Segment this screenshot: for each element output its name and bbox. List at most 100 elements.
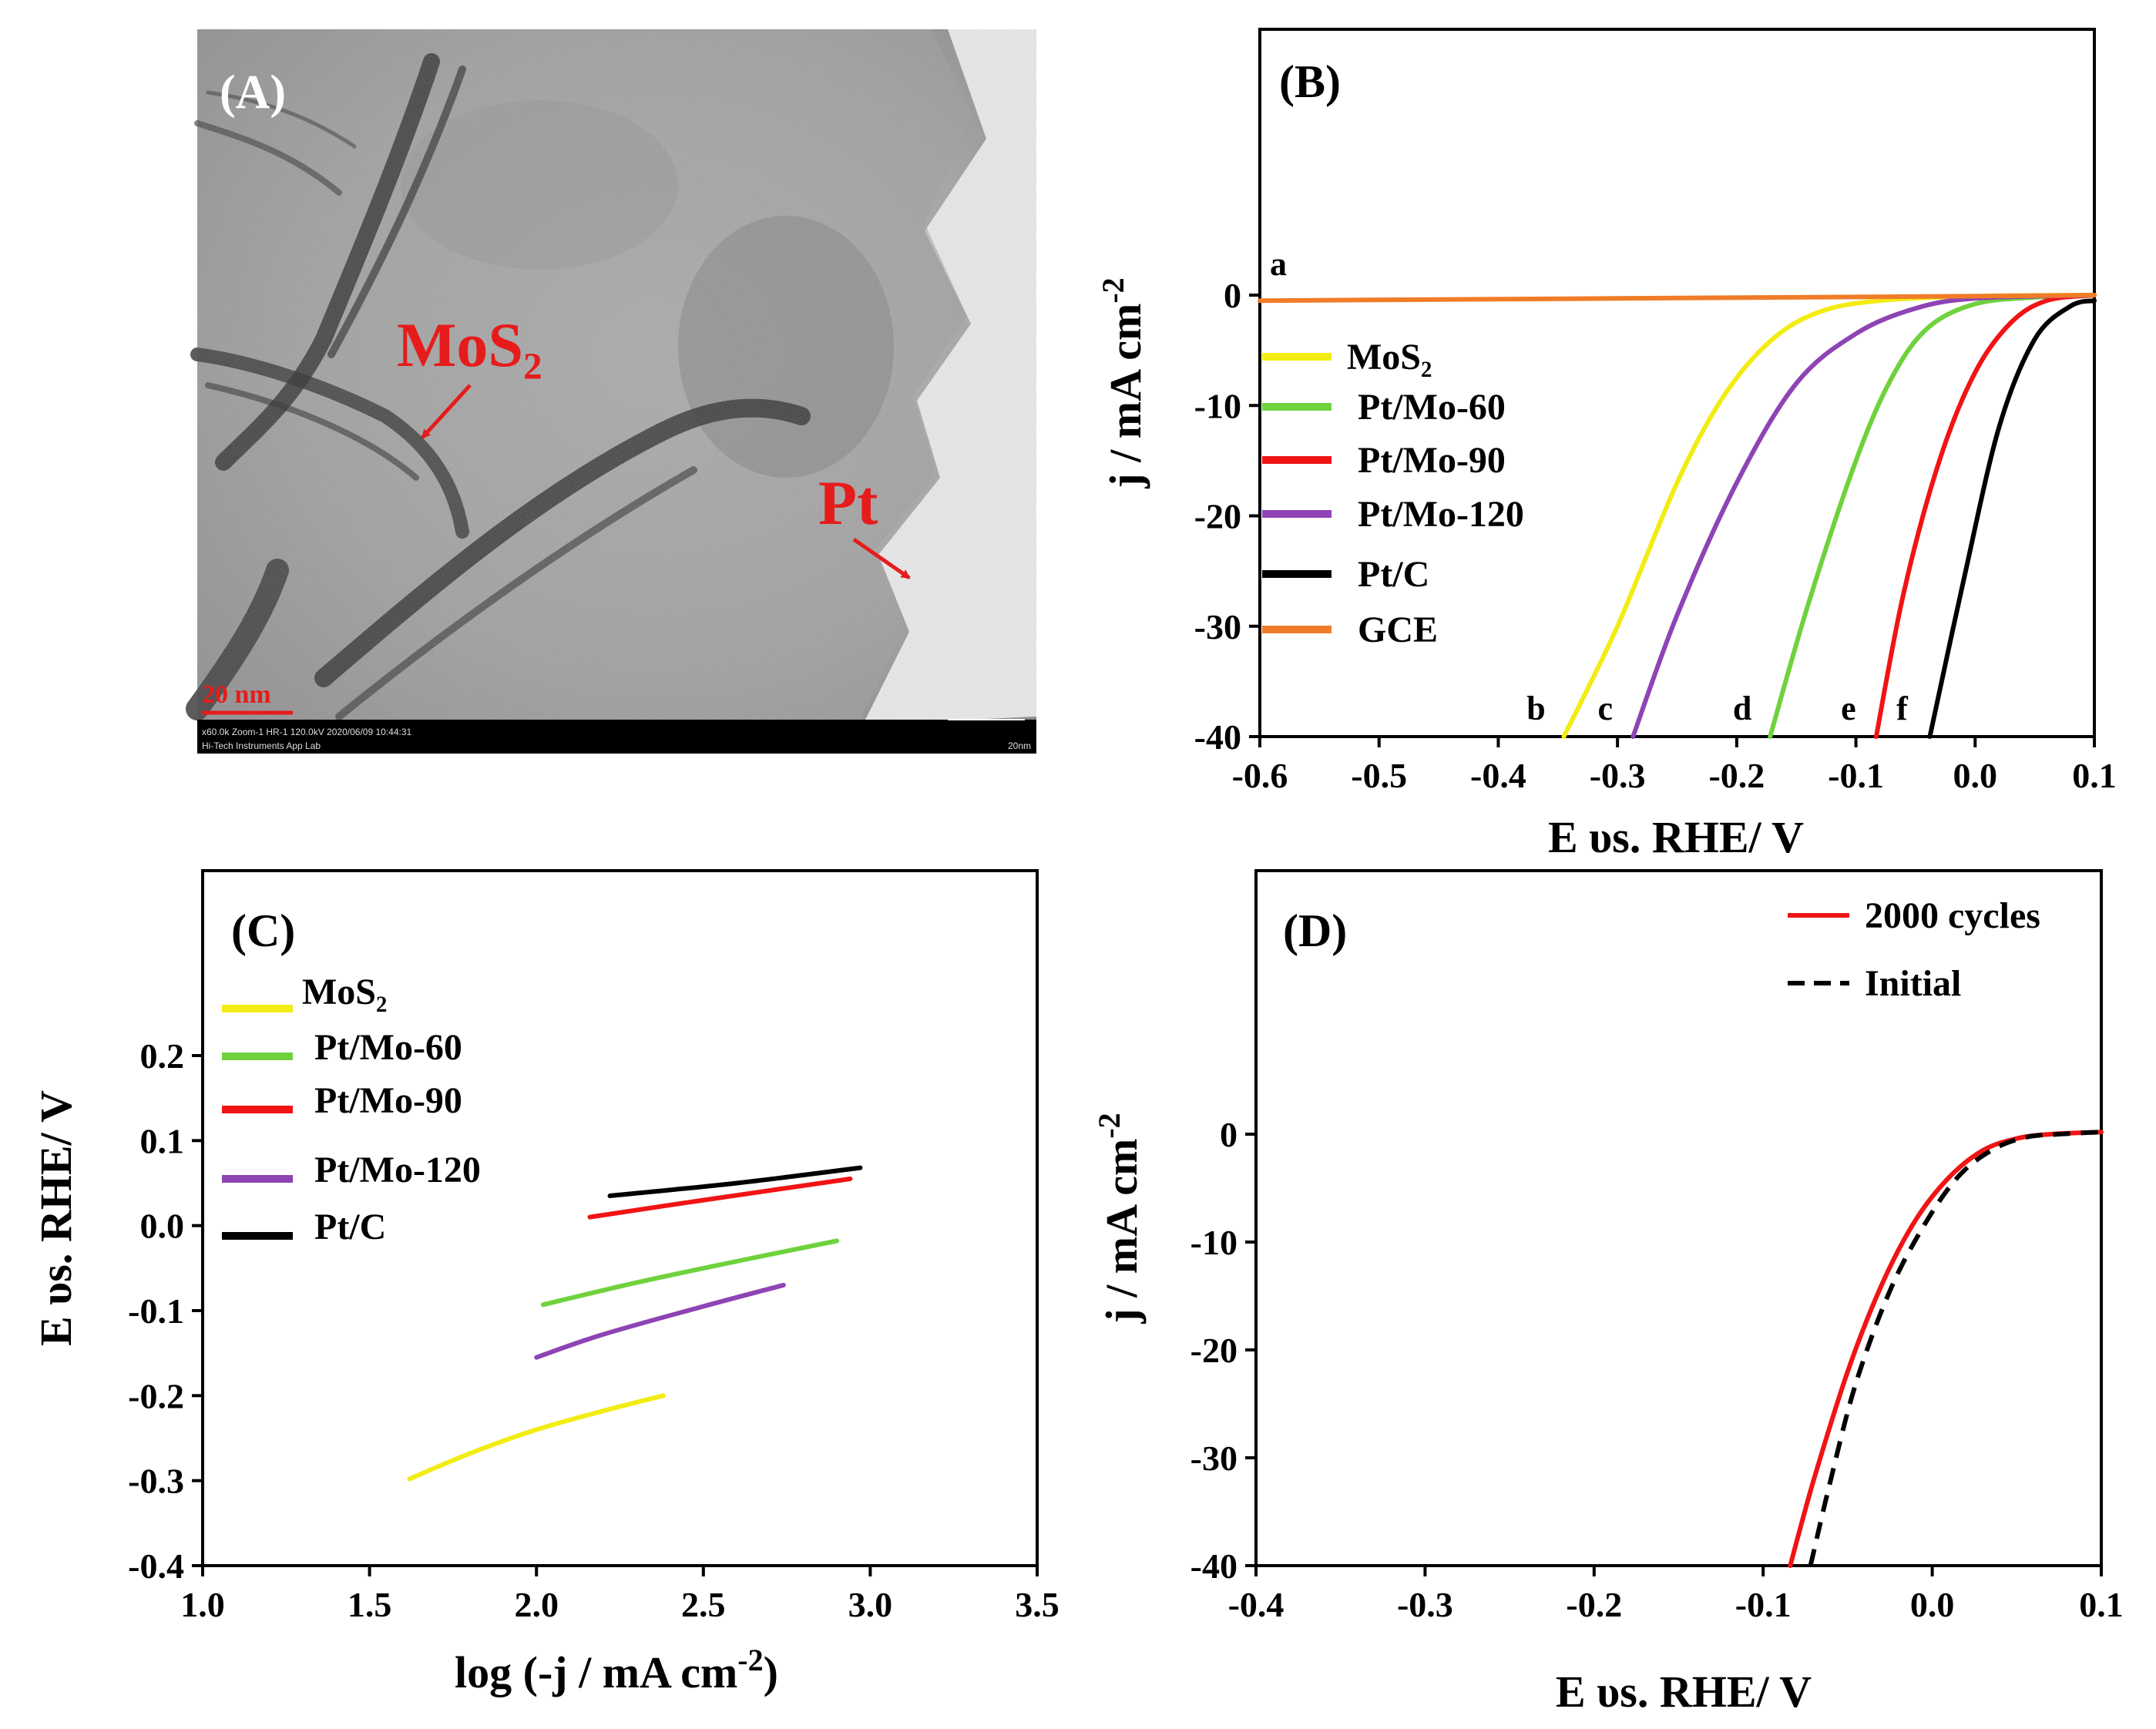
d-y-tick-label: -30 xyxy=(1191,1439,1238,1478)
panel-d-y-axis-label-exponent: -2 xyxy=(1092,1113,1127,1138)
panel-b-x-axis-label: E υs. RHE/ V xyxy=(1548,812,1804,862)
pt-annotation: Pt xyxy=(818,468,878,538)
b-x-tick-label: 0.1 xyxy=(2072,756,2117,795)
tem-footer-scale: 20nm xyxy=(1008,740,1031,751)
panel-c-legend-label-pt-mo-120: Pt/Mo-120 xyxy=(314,1150,481,1190)
panel-d-x-axis-label: E υs. RHE/ V xyxy=(1556,1667,1812,1717)
b-series-line-gce xyxy=(1258,293,2097,304)
panel-c-legend-label-mos: MoS₂ xyxy=(302,972,387,1012)
panel-b-legend-label-pt-mo-90: Pt/Mo-90 xyxy=(1358,440,1506,481)
panel-c-tafel-chart: (C) 1.0 1.5 2.0 2.5 3.0 3.5 0.2 0.1 0.0 -0.1 -0.2 -… xyxy=(31,869,1060,1697)
panel-c-x-axis-label: log (-j / mA cm-2) xyxy=(455,1643,778,1697)
panel-c-y-axis-label: E υs. RHE/ V xyxy=(31,1090,81,1346)
panel-b-series-lines: b d e c f a xyxy=(1258,245,2097,739)
panel-c-label: (C) xyxy=(231,905,295,956)
b-x-tick-label: -0.5 xyxy=(1351,756,1407,795)
b-curve-letter-d: d xyxy=(1733,690,1751,727)
c-x-tick-label: 3.0 xyxy=(848,1585,893,1624)
d-y-tick-label: -20 xyxy=(1191,1331,1238,1370)
b-y-tick-label: 0 xyxy=(1224,276,1241,315)
d-y-tick-label: 0 xyxy=(1220,1115,1238,1154)
b-curve-letter-c: c xyxy=(1597,690,1613,727)
c-series-line-pt-c xyxy=(607,1165,863,1198)
b-x-tick-label: -0.6 xyxy=(1232,756,1288,795)
panel-b-legend-label-pt-c: Pt/C xyxy=(1358,554,1429,595)
b-y-tick-label: -10 xyxy=(1194,386,1241,425)
panel-c-x-axis-label-text: log (-j / mA cm xyxy=(455,1647,737,1697)
panel-d-label: (D) xyxy=(1283,905,1347,956)
b-x-tick-label: 0.0 xyxy=(1953,756,1998,795)
b-series-line-pt-c xyxy=(1927,298,2097,739)
panel-b-plot-frame xyxy=(1258,28,2096,738)
b-x-tick-label: -0.3 xyxy=(1590,756,1646,795)
b-x-tick-label: -0.1 xyxy=(1828,756,1884,795)
tem-footer-line2: Hi-Tech Instruments App Lab xyxy=(202,740,321,751)
panel-b-lsv-chart: (B) -0.6 -0.5 -0.4 -0.3 -0.2 -0.1 0.0 0.1 0 -10 -2… xyxy=(1096,28,2117,862)
panel-c-legend-label-pt-mo-60: Pt/Mo-60 xyxy=(314,1027,462,1068)
panel-d-y-axis-label-text: j / mA cm xyxy=(1096,1139,1147,1324)
panel-a-tem-image: 20 nm x60.0k Zoom-1 HR-1 120.0kV 2020/06… xyxy=(186,29,1036,754)
tem-footer-line1: x60.0k Zoom-1 HR-1 120.0kV 2020/06/09 10… xyxy=(202,727,412,737)
panel-d-legend-label-initial: Initial xyxy=(1865,963,1961,1004)
d-x-tick-label: -0.2 xyxy=(1566,1585,1622,1624)
panel-c-plot-frame xyxy=(201,869,1039,1567)
c-x-tick-label: 2.0 xyxy=(514,1585,559,1624)
d-x-tick-label: -0.1 xyxy=(1735,1585,1792,1624)
panel-c-x-axis-label-exponent: -2 xyxy=(737,1643,763,1677)
b-series-line-mos xyxy=(1561,293,2097,739)
panel-b-legend-label-mos: MoS₂ xyxy=(1347,337,1432,378)
d-x-tick-label: -0.3 xyxy=(1397,1585,1453,1624)
panel-d-y-axis-label: j / mA cm-2 xyxy=(1092,1113,1147,1324)
b-y-tick-label: -40 xyxy=(1194,717,1241,757)
panel-d-plot-frame xyxy=(1254,869,2103,1567)
panel-b-legend: MoS₂ Pt/Mo-60 Pt/Mo-90 Pt/Mo-120 Pt/C GCE xyxy=(1262,337,1524,650)
panel-d-legend-label-2000-cycles: 2000 cycles xyxy=(1865,895,2040,936)
b-curve-letter-e: e xyxy=(1841,690,1856,727)
panel-b-y-axis-label: j / mA cm-2 xyxy=(1096,277,1150,488)
c-x-tick-label: 1.0 xyxy=(180,1585,225,1624)
panel-d-axis-ticks: -0.4 -0.3 -0.2 -0.1 0.0 0.1 0 -10 -20 -30 -40 xyxy=(1191,1115,2124,1624)
c-series-line-pt-mo-90 xyxy=(587,1177,853,1220)
d-y-tick-label: -10 xyxy=(1191,1223,1238,1262)
d-series-line-initial xyxy=(1808,1130,2102,1566)
panel-a-label: (A) xyxy=(220,66,286,119)
panel-b-y-axis-label-text: j / mA cm xyxy=(1100,304,1150,489)
panel-d-stability-chart: (D) -0.4 -0.3 -0.2 -0.1 0.0 0.10-10-20-30-40 … xyxy=(1092,869,2124,1717)
panel-d-series-lines xyxy=(1788,1130,2104,1568)
c-x-tick-label: 1.5 xyxy=(348,1585,392,1624)
d-x-tick-label: -0.4 xyxy=(1228,1585,1285,1624)
b-x-tick-label: -0.4 xyxy=(1470,756,1526,795)
mos2-annotation: MoS₂ xyxy=(397,310,542,380)
panel-b-legend-label-gce: GCE xyxy=(1358,609,1438,650)
c-y-tick-label: 0.1 xyxy=(140,1121,185,1160)
panel-d-legend: 2000 cycles Initial xyxy=(1788,895,2040,1004)
b-series-line-pt-mo-90 xyxy=(1873,293,2097,739)
c-y-tick-label: -0.4 xyxy=(128,1546,184,1586)
d-x-tick-label: 0.1 xyxy=(2079,1585,2124,1624)
b-series-line-pt-mo-120 xyxy=(1630,293,2097,739)
b-y-tick-label: -20 xyxy=(1194,497,1241,536)
c-y-tick-label: -0.3 xyxy=(128,1462,184,1501)
d-series-line-2000-cycles xyxy=(1788,1130,2104,1568)
d-x-tick-label: 0.0 xyxy=(1910,1585,1955,1624)
b-curve-letter-b: b xyxy=(1526,690,1545,727)
scale-bar-label: 20 nm xyxy=(202,680,271,709)
c-y-tick-label: -0.2 xyxy=(128,1376,184,1415)
b-y-tick-label: -30 xyxy=(1194,607,1241,646)
c-y-tick-label: -0.1 xyxy=(128,1291,184,1331)
panel-b-y-axis-label-exponent: -2 xyxy=(1096,277,1130,303)
pt-arrow xyxy=(852,537,911,580)
panel-c-legend-label-pt-c: Pt/C xyxy=(314,1207,386,1247)
panel-b-legend-label-pt-mo-120: Pt/Mo-120 xyxy=(1358,494,1524,535)
panel-c-series-lines xyxy=(407,1165,863,1482)
mos2-arrow xyxy=(421,384,472,439)
b-curve-letter-f: f xyxy=(1896,690,1909,727)
c-x-tick-label: 3.5 xyxy=(1015,1585,1060,1624)
c-y-tick-label: 0.2 xyxy=(140,1036,185,1076)
c-y-tick-label: 0.0 xyxy=(140,1207,185,1246)
panel-c-x-axis-label-end: ) xyxy=(764,1647,778,1697)
panel-b-legend-label-pt-mo-60: Pt/Mo-60 xyxy=(1358,387,1506,428)
c-series-line-pt-mo-120 xyxy=(534,1282,786,1360)
c-x-tick-label: 2.5 xyxy=(681,1585,726,1624)
